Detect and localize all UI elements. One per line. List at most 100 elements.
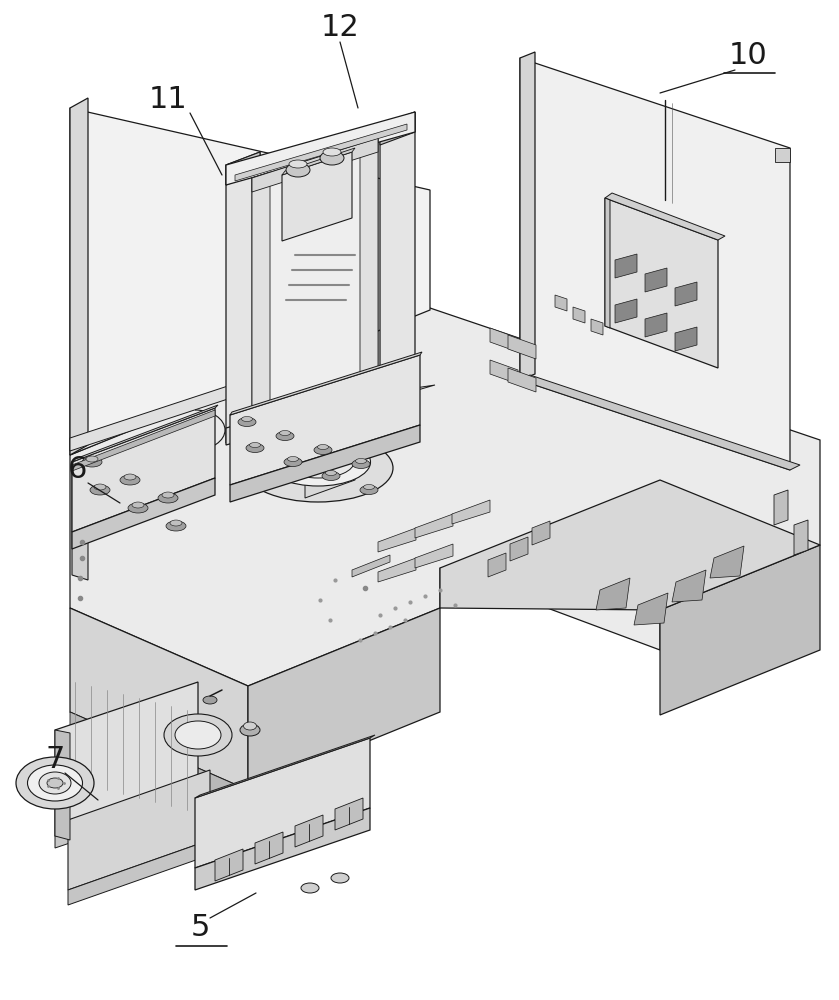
Polygon shape [226, 152, 260, 443]
Polygon shape [380, 112, 415, 401]
Polygon shape [645, 313, 667, 337]
Polygon shape [510, 537, 528, 561]
Ellipse shape [360, 486, 378, 494]
Polygon shape [520, 58, 790, 470]
Ellipse shape [39, 772, 71, 794]
Ellipse shape [28, 765, 82, 801]
Polygon shape [72, 405, 218, 462]
Ellipse shape [166, 521, 186, 531]
Ellipse shape [90, 485, 110, 495]
Polygon shape [645, 268, 667, 292]
Polygon shape [710, 546, 744, 578]
Polygon shape [508, 368, 536, 392]
Polygon shape [305, 422, 355, 498]
Polygon shape [252, 172, 270, 434]
Polygon shape [68, 840, 210, 905]
Polygon shape [230, 425, 420, 502]
Polygon shape [70, 308, 820, 686]
Polygon shape [675, 327, 697, 351]
Polygon shape [195, 808, 370, 890]
Ellipse shape [132, 502, 144, 508]
Ellipse shape [238, 418, 256, 426]
Polygon shape [282, 152, 352, 241]
Polygon shape [72, 478, 215, 549]
Ellipse shape [164, 714, 232, 756]
Text: 7: 7 [45, 746, 65, 774]
Ellipse shape [158, 493, 178, 503]
Ellipse shape [94, 484, 106, 490]
Ellipse shape [203, 696, 217, 704]
Ellipse shape [363, 485, 374, 489]
Polygon shape [55, 788, 198, 848]
Ellipse shape [170, 520, 182, 526]
Polygon shape [230, 352, 422, 415]
Ellipse shape [16, 757, 94, 809]
Polygon shape [615, 299, 637, 323]
Polygon shape [378, 558, 416, 582]
Ellipse shape [276, 432, 294, 440]
Polygon shape [775, 148, 790, 162]
Polygon shape [70, 712, 248, 810]
Ellipse shape [243, 434, 393, 502]
Polygon shape [675, 282, 697, 306]
Polygon shape [55, 730, 70, 840]
Ellipse shape [162, 492, 174, 498]
Polygon shape [380, 112, 415, 145]
Polygon shape [252, 138, 378, 192]
Polygon shape [252, 138, 378, 435]
Polygon shape [55, 682, 198, 836]
Polygon shape [195, 738, 370, 868]
Ellipse shape [320, 151, 344, 165]
Polygon shape [452, 500, 490, 524]
Ellipse shape [82, 457, 102, 467]
Polygon shape [672, 570, 706, 602]
Polygon shape [335, 798, 363, 830]
Ellipse shape [289, 160, 307, 168]
Polygon shape [573, 307, 585, 323]
Text: 6: 6 [68, 456, 88, 485]
Polygon shape [72, 462, 88, 580]
Polygon shape [532, 521, 550, 545]
Polygon shape [295, 815, 323, 847]
Polygon shape [440, 480, 820, 610]
Ellipse shape [242, 416, 253, 422]
Polygon shape [252, 386, 378, 438]
Ellipse shape [128, 503, 148, 513]
Polygon shape [215, 849, 243, 881]
Polygon shape [70, 98, 88, 455]
Text: 12: 12 [320, 13, 359, 42]
Polygon shape [520, 52, 535, 380]
Polygon shape [591, 319, 603, 335]
Ellipse shape [323, 148, 341, 156]
Ellipse shape [331, 873, 349, 883]
Polygon shape [226, 375, 415, 445]
Ellipse shape [124, 474, 136, 480]
Polygon shape [70, 608, 248, 790]
Polygon shape [68, 770, 210, 890]
Ellipse shape [284, 458, 302, 466]
Ellipse shape [286, 163, 310, 177]
Ellipse shape [279, 430, 290, 436]
Ellipse shape [288, 456, 299, 462]
Polygon shape [605, 198, 718, 368]
Ellipse shape [314, 446, 332, 454]
Ellipse shape [47, 778, 63, 788]
Polygon shape [70, 108, 430, 455]
Polygon shape [660, 545, 820, 715]
Polygon shape [605, 198, 610, 328]
Ellipse shape [326, 471, 336, 476]
Text: 5: 5 [190, 914, 210, 942]
Text: 10: 10 [728, 40, 768, 70]
Polygon shape [508, 335, 536, 359]
Polygon shape [226, 385, 435, 443]
Ellipse shape [243, 722, 257, 730]
Polygon shape [360, 135, 378, 398]
Ellipse shape [282, 446, 354, 478]
Polygon shape [352, 555, 390, 577]
Polygon shape [488, 553, 506, 577]
Polygon shape [774, 490, 788, 525]
Polygon shape [72, 408, 215, 532]
Polygon shape [415, 544, 453, 568]
Polygon shape [226, 112, 415, 185]
Polygon shape [490, 328, 518, 352]
